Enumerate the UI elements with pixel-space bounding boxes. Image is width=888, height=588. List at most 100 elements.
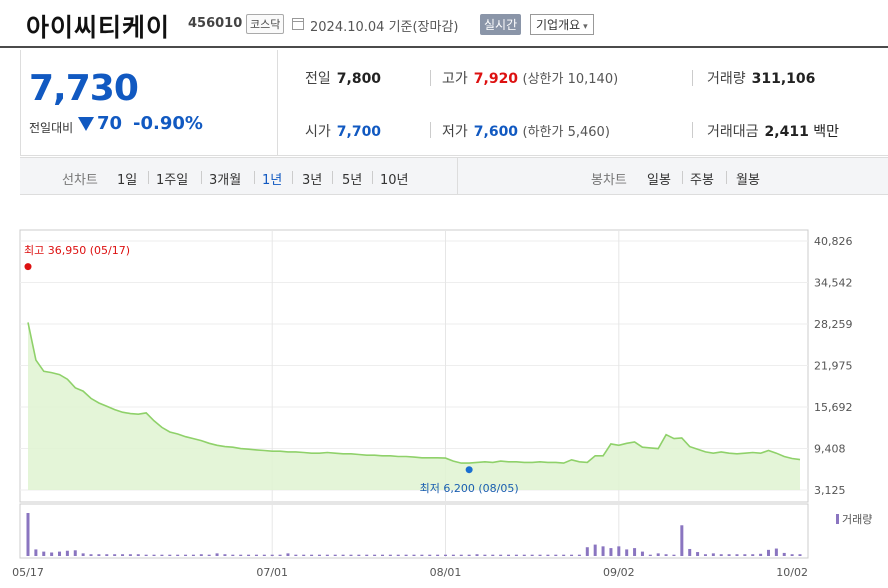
volume-bar: [711, 553, 715, 556]
volume-bar: [286, 553, 290, 556]
volume-bar: [199, 554, 203, 556]
volume-bar: [341, 554, 345, 556]
volume-bar: [136, 554, 140, 556]
volume-bar: [97, 554, 101, 556]
volume-bar: [633, 548, 637, 556]
volume-bar: [349, 554, 353, 556]
divider: [292, 171, 293, 184]
volume-bar: [467, 554, 471, 556]
trade-amount: 거래대금 2,411 백만: [707, 121, 839, 141]
volume-label: 거래량: [707, 71, 746, 87]
high-value: 7,920: [473, 71, 519, 87]
volume-bar: [790, 554, 794, 556]
volume-bar: [648, 554, 652, 556]
tab-daily[interactable]: 일봉: [647, 173, 671, 188]
high-label: 최고 36,950 (05/17): [24, 244, 130, 257]
tab-10y[interactable]: 10년: [380, 173, 409, 188]
volume-bar: [81, 553, 85, 556]
down-arrow-icon: [78, 117, 94, 131]
volume-bar: [388, 554, 392, 556]
volume-bar: [444, 554, 448, 556]
market-badge: 코스닥: [246, 14, 285, 34]
divider: [430, 70, 431, 86]
volume-bar: [672, 554, 676, 556]
price-area: [28, 322, 800, 490]
volume-bar: [262, 554, 266, 556]
volume-bar: [609, 548, 613, 556]
volume-bar: [483, 554, 487, 556]
volume-bar: [105, 554, 109, 556]
volume-bar: [215, 553, 219, 556]
volume-bar: [160, 554, 164, 556]
volume-bar: [617, 546, 621, 556]
amount-label: 거래대금: [707, 124, 759, 140]
divider: [692, 122, 693, 138]
volume-bar: [73, 550, 77, 556]
volume-plot-frame: [19, 503, 809, 559]
tab-3m[interactable]: 3개월: [209, 173, 242, 188]
volume-bar: [514, 554, 518, 556]
volume-bar: [522, 554, 526, 556]
amount-unit: 백만: [813, 124, 840, 140]
divider: [682, 171, 683, 184]
realtime-button[interactable]: 실시간: [480, 14, 522, 35]
volume-bar: [782, 552, 786, 556]
tab-5y[interactable]: 5년: [342, 173, 363, 188]
volume-bar: [530, 554, 534, 556]
x-tick-label: 07/01: [256, 566, 288, 579]
volume-bar: [325, 554, 329, 556]
divider: [726, 171, 727, 184]
prev-close: 전일 7,800: [305, 68, 381, 88]
divider: [430, 122, 431, 138]
divider: [457, 158, 458, 195]
volume-value: 311,106: [751, 71, 816, 87]
volume-bar: [184, 554, 188, 556]
volume-bar: [538, 554, 542, 556]
tab-3y[interactable]: 3년: [302, 173, 323, 188]
volume-bar: [113, 554, 117, 556]
price-chart: 40,826 34,542 28,259 21,975 15,692 9,408 3,125…: [12, 229, 872, 579]
tab-1d[interactable]: 1일: [117, 173, 138, 188]
volume-bar: [743, 554, 747, 556]
volume-bar: [34, 549, 38, 556]
y-tick-label: 28,259: [814, 318, 853, 331]
y-tick-label: 40,826: [814, 235, 853, 248]
volume-bar: [688, 548, 692, 556]
volume-bar: [554, 554, 558, 556]
corp-overview-dropdown[interactable]: 기업개요: [530, 14, 594, 35]
high-price: 고가 7,920 (상한가 10,140): [442, 68, 618, 88]
tab-monthly[interactable]: 월봉: [736, 173, 760, 188]
volume-bar: [404, 554, 408, 556]
low-label: 저가: [442, 124, 468, 140]
volume-bar: [58, 551, 62, 556]
volume-bar: [152, 554, 156, 556]
volume-bar: [436, 554, 440, 556]
volume-bar: [168, 554, 172, 556]
volume-bar: [317, 554, 321, 556]
volume-bar: [420, 554, 424, 556]
tab-1y[interactable]: 1년: [262, 173, 283, 188]
volume-legend-swatch: [836, 514, 839, 524]
volume-bar: [656, 553, 660, 556]
volume-bar: [365, 554, 369, 556]
current-price-box: 7,730 전일대비 70 -0.90%: [20, 50, 278, 156]
high-label: 고가: [442, 71, 468, 87]
volume-bar: [703, 554, 707, 556]
y-tick-label: 15,692: [814, 401, 853, 414]
tab-weekly[interactable]: 주봉: [690, 173, 714, 188]
volume-bar: [223, 554, 227, 556]
y-tick-label: 3,125: [814, 484, 846, 497]
volume-bar: [50, 552, 54, 556]
volume-bar: [89, 554, 93, 556]
volume-bar: [735, 554, 739, 556]
x-tick-label: 05/17: [12, 566, 44, 579]
volume-bar: [475, 554, 479, 556]
volume-bar: [774, 548, 778, 556]
volume-bar: [128, 554, 132, 556]
volume-bar: [231, 554, 235, 556]
volume-bar: [562, 554, 566, 556]
volume-bar: [766, 549, 770, 556]
volume-bar: [207, 554, 211, 556]
tab-1w[interactable]: 1주일: [156, 173, 189, 188]
divider: [372, 171, 373, 184]
